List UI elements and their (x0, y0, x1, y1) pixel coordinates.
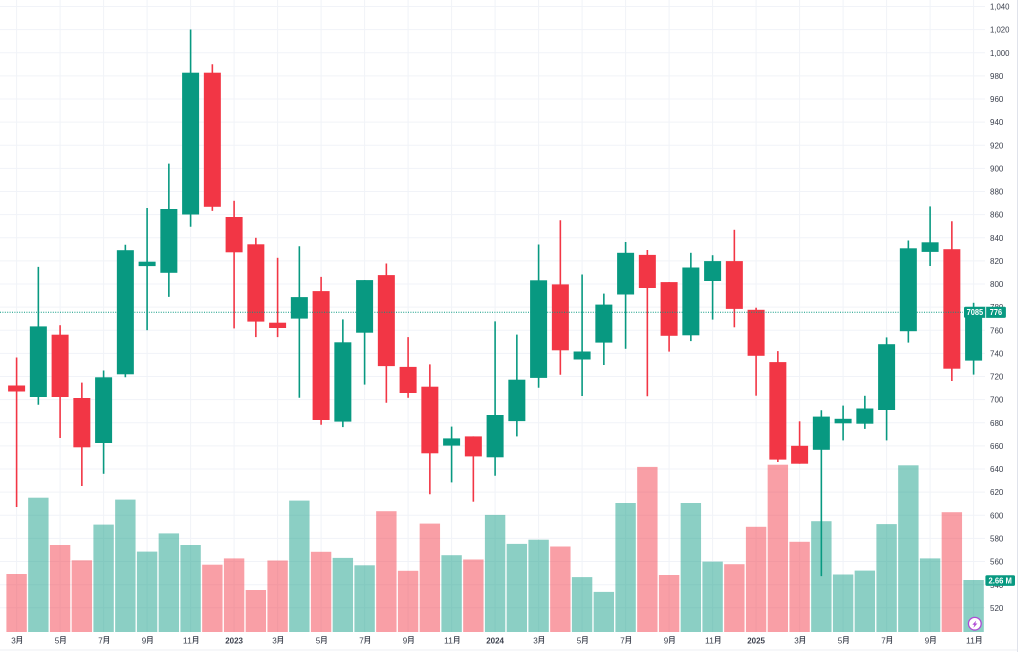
svg-text:5: 5 (316, 636, 321, 646)
svg-text:7085: 7085 (967, 307, 984, 317)
svg-text:11: 11 (183, 636, 192, 646)
svg-text:11: 11 (966, 636, 975, 646)
svg-text:800: 800 (990, 279, 1004, 289)
svg-text:9: 9 (403, 636, 408, 646)
svg-text:2025: 2025 (747, 636, 765, 646)
svg-text:680: 680 (990, 418, 1004, 428)
svg-text:1,040: 1,040 (990, 2, 1010, 12)
svg-text:640: 640 (990, 464, 1004, 474)
svg-text:720: 720 (990, 372, 1004, 382)
svg-text:776: 776 (990, 307, 1003, 317)
svg-text:920: 920 (990, 140, 1004, 150)
svg-text:660: 660 (990, 441, 1004, 451)
svg-text:9: 9 (142, 636, 147, 646)
svg-text:1,000: 1,000 (990, 48, 1010, 58)
svg-text:980: 980 (990, 71, 1004, 81)
svg-text:5: 5 (838, 636, 843, 646)
svg-text:9: 9 (664, 636, 669, 646)
svg-text:560: 560 (990, 557, 1004, 567)
svg-text:3: 3 (533, 636, 538, 646)
svg-text:940: 940 (990, 117, 1004, 127)
svg-text:3: 3 (11, 636, 16, 646)
svg-text:2024: 2024 (486, 636, 504, 646)
svg-text:5: 5 (577, 636, 582, 646)
svg-text:5: 5 (55, 636, 60, 646)
svg-text:11: 11 (444, 636, 453, 646)
svg-text:3: 3 (794, 636, 799, 646)
svg-text:960: 960 (990, 94, 1004, 104)
svg-text:820: 820 (990, 256, 1004, 266)
svg-text:620: 620 (990, 487, 1004, 497)
svg-text:1,020: 1,020 (990, 25, 1010, 35)
svg-text:7: 7 (359, 636, 364, 646)
svg-text:2023: 2023 (225, 636, 243, 646)
svg-text:760: 760 (990, 325, 1004, 335)
svg-text:600: 600 (990, 510, 1004, 520)
svg-text:9: 9 (925, 636, 930, 646)
svg-text:900: 900 (990, 164, 1004, 174)
svg-text:520: 520 (990, 603, 1004, 613)
svg-text:11: 11 (705, 636, 714, 646)
svg-text:740: 740 (990, 349, 1004, 359)
svg-text:580: 580 (990, 534, 1004, 544)
svg-text:700: 700 (990, 395, 1004, 405)
svg-text:2.66 M: 2.66 M (989, 576, 1012, 586)
svg-text:880: 880 (990, 187, 1004, 197)
svg-text:3: 3 (272, 636, 277, 646)
svg-text:7: 7 (98, 636, 103, 646)
svg-text:840: 840 (990, 233, 1004, 243)
svg-text:7: 7 (881, 636, 886, 646)
svg-text:7: 7 (620, 636, 625, 646)
svg-text:860: 860 (990, 210, 1004, 220)
